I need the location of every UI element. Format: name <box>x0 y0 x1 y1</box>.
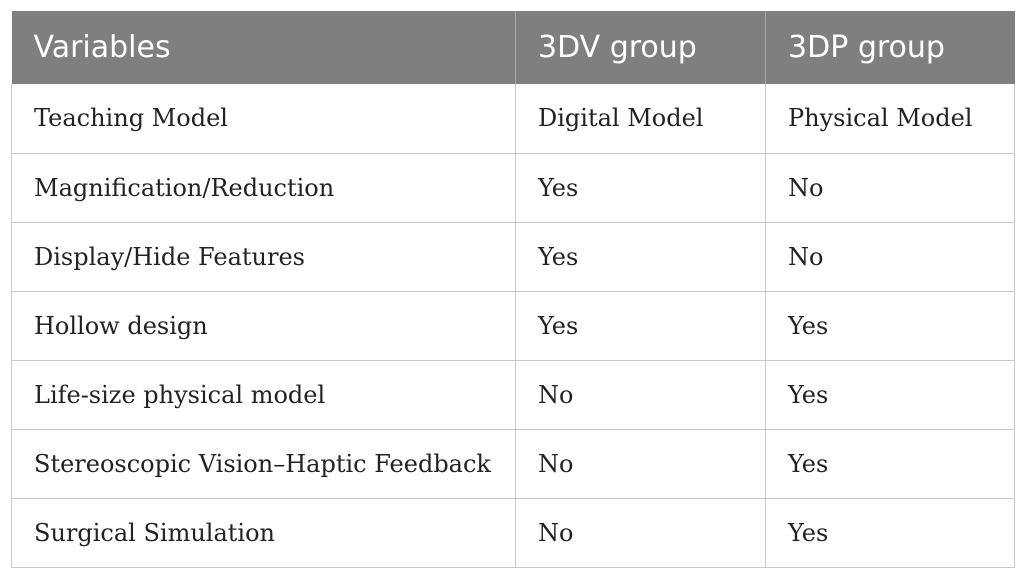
table-row: Life-size physical model No Yes <box>11 360 1015 430</box>
table-row: Display/Hide Features Yes No <box>11 222 1015 292</box>
cell-3dv: No <box>515 429 766 499</box>
cell-3dp: No <box>765 222 1015 292</box>
header-3dp-group: 3DP group <box>765 11 1015 84</box>
cell-3dv: No <box>515 498 766 568</box>
comparison-table-container: Variables 3DV group 3DP group Teaching M… <box>11 11 1015 568</box>
header-3dv-group: 3DV group <box>515 11 766 84</box>
cell-3dp: Yes <box>765 291 1015 361</box>
table-row: Teaching Model Digital Model Physical Mo… <box>11 84 1015 154</box>
table-row: Surgical Simulation No Yes <box>11 498 1015 568</box>
cell-3dp: Yes <box>765 498 1015 568</box>
cell-variable: Stereoscopic Vision–Haptic Feedback <box>11 429 516 499</box>
table-header-row: Variables 3DV group 3DP group <box>11 11 1015 84</box>
cell-3dp: Yes <box>765 360 1015 430</box>
cell-variable: Teaching Model <box>11 84 516 154</box>
cell-3dv: Yes <box>515 222 766 292</box>
table-row: Magnification/Reduction Yes No <box>11 153 1015 223</box>
cell-variable: Magnification/Reduction <box>11 153 516 223</box>
cell-3dv: Digital Model <box>515 84 766 154</box>
table-row: Stereoscopic Vision–Haptic Feedback No Y… <box>11 429 1015 499</box>
cell-3dv: Yes <box>515 153 766 223</box>
cell-variable: Surgical Simulation <box>11 498 516 568</box>
cell-3dp: Yes <box>765 429 1015 499</box>
cell-variable: Life-size physical model <box>11 360 516 430</box>
comparison-table: Variables 3DV group 3DP group Teaching M… <box>11 11 1015 568</box>
cell-3dp: Physical Model <box>765 84 1015 154</box>
cell-3dv: No <box>515 360 766 430</box>
header-variables: Variables <box>11 11 516 84</box>
cell-3dv: Yes <box>515 291 766 361</box>
cell-variable: Display/Hide Features <box>11 222 516 292</box>
table-row: Hollow design Yes Yes <box>11 291 1015 361</box>
cell-variable: Hollow design <box>11 291 516 361</box>
cell-3dp: No <box>765 153 1015 223</box>
